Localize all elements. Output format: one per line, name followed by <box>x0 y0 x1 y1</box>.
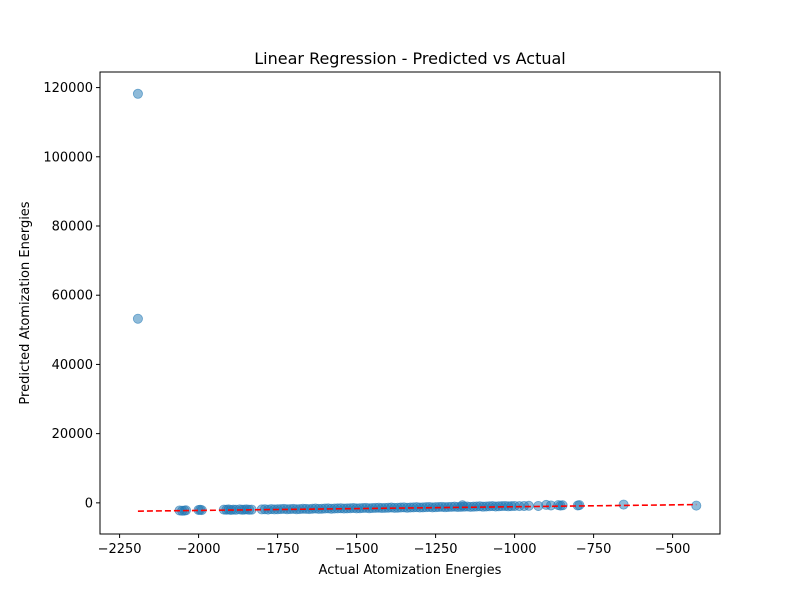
y-axis-label: Predicted Atomization Energies <box>18 201 33 404</box>
data-point <box>132 313 143 324</box>
data-point <box>557 500 568 511</box>
data-point <box>574 500 585 511</box>
data-point <box>691 500 702 511</box>
y-tick-label: 120000 <box>43 81 93 96</box>
plot-frame <box>99 71 721 535</box>
y-tick-label: 60000 <box>52 289 93 304</box>
x-tick-label: −1500 <box>335 542 379 557</box>
x-tick-label: −2250 <box>98 542 142 557</box>
x-tick-label: −1250 <box>414 542 458 557</box>
y-tick-label: 0 <box>85 496 93 511</box>
plot-marks <box>132 88 702 516</box>
y-tick-label: 40000 <box>52 358 93 373</box>
x-tick-label: −500 <box>655 542 691 557</box>
data-point <box>132 88 143 99</box>
chart-title: Linear Regression - Predicted vs Actual <box>254 49 565 68</box>
x-tick-label: −1750 <box>256 542 300 557</box>
x-axis: −2250 −2000 −1750 −1500 −1250 −1000 −750 −500 <box>98 534 691 557</box>
y-tick-label: 80000 <box>52 220 93 235</box>
regression-fit-line <box>137 503 697 512</box>
y-tick-label: 100000 <box>43 150 93 165</box>
x-tick-label: −2000 <box>177 542 221 557</box>
y-tick-label: 20000 <box>52 427 93 442</box>
data-point <box>618 499 629 510</box>
x-tick-label: −1000 <box>493 542 537 557</box>
x-tick-label: −750 <box>576 542 612 557</box>
y-axis: 0 20000 40000 60000 80000 100000 120000 <box>43 81 100 511</box>
x-axis-label: Actual Atomization Energies <box>319 563 502 578</box>
